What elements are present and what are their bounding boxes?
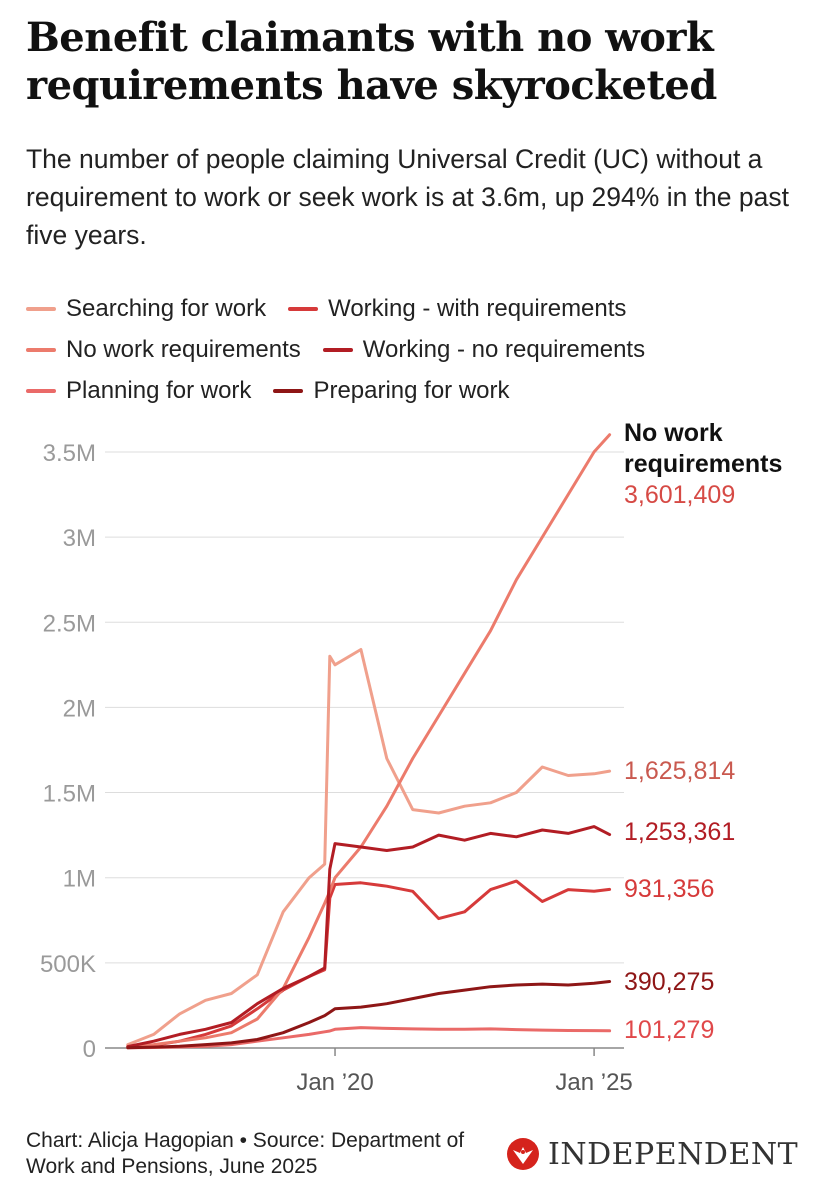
series-line (126, 433, 612, 1048)
annotation-title: requirements (624, 450, 782, 478)
y-tick-label: 500K (40, 951, 96, 978)
y-tick-label: 1.5M (43, 781, 96, 808)
y-tick-label: 3.5M (43, 440, 96, 467)
series-end-label: 101,279 (624, 1016, 714, 1044)
legend-label-searching: Searching for work (66, 294, 267, 322)
annotation-value: 3,601,409 (624, 481, 735, 509)
brand-logo: INDEPENDENT (506, 1132, 798, 1176)
legend: Searching for work Working - with requir… (26, 288, 816, 411)
legend-label-no-work: No work requirements (66, 335, 301, 363)
legend-label-preparing: Preparing for work (313, 376, 510, 404)
legend-item-planning: Planning for work (26, 377, 251, 405)
legend-item-searching: Searching for work (26, 295, 266, 323)
x-tick-label: Jan ’25 (555, 1069, 632, 1096)
legend-row: Planning for work Preparing for work (26, 370, 816, 411)
legend-swatch-searching (26, 306, 56, 311)
y-tick-label: 2.5M (43, 610, 96, 637)
legend-swatch-no-work (26, 347, 56, 352)
legend-swatch-planning (26, 388, 56, 393)
chart-title: Benefit claimants with no work requireme… (26, 14, 717, 109)
chart-credit: Chart: Alicja Hagopian • Source: Departm… (26, 1129, 465, 1178)
legend-swatch-preparing (273, 388, 304, 393)
legend-label-working-no: Working - no requirements (362, 335, 646, 363)
legend-row: Searching for work Working - with requir… (26, 288, 816, 329)
y-tick-label: 0 (83, 1036, 96, 1063)
y-tick-label: 1M (63, 866, 96, 893)
legend-item-working-no: Working - no requirements (322, 335, 646, 364)
series-end-label: 390,275 (624, 968, 714, 996)
x-tick-label: Jan ’20 (296, 1069, 373, 1096)
legend-swatch-working-no (322, 347, 353, 352)
legend-swatch-working-with (288, 306, 319, 311)
legend-item-working-with: Working - with requirements (288, 295, 626, 323)
legend-row: No work requirements Working - no requir… (26, 329, 816, 370)
y-tick-label: 3M (63, 525, 96, 552)
series-end-label: 1,625,814 (624, 757, 735, 785)
legend-item-preparing: Preparing for work (273, 376, 510, 405)
series-line (126, 825, 612, 1049)
annotation-title: No work (624, 419, 723, 447)
line-chart: 0 500K 1M 1.5M 2M 2.5M 3M 3.5M Jan ’20 Jan ’25 1,6… (40, 419, 782, 1096)
series-line (126, 648, 612, 1047)
series-end-label: 1,253,361 (624, 818, 735, 846)
chart-subtitle: The number of people claiming Universal … (26, 144, 789, 250)
eagle-logo-icon (507, 1138, 539, 1170)
series-line (126, 1026, 612, 1050)
legend-item-no-work: No work requirements (26, 336, 301, 364)
brand-name: INDEPENDENT (548, 1136, 799, 1172)
legend-label-working-with: Working - with requirements (328, 294, 627, 322)
series-line (126, 980, 612, 1050)
y-tick-label: 2M (63, 695, 96, 722)
legend-label-planning: Planning for work (66, 376, 252, 404)
series-line (126, 879, 612, 1049)
series-end-label: 931,356 (624, 875, 714, 903)
